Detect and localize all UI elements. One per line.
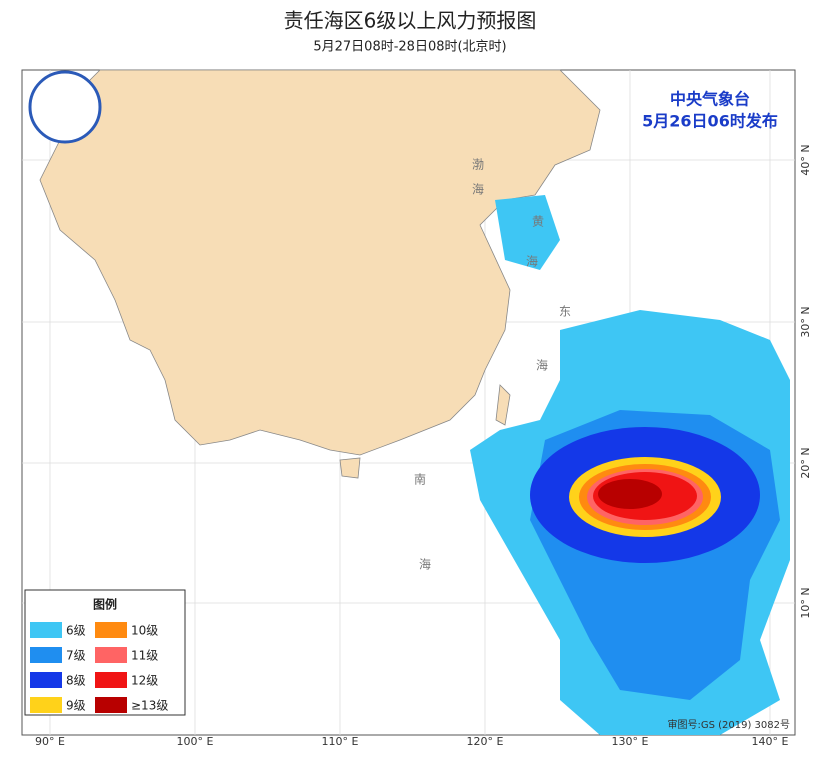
legend-label: 12级 (131, 674, 158, 688)
subtitle: 5月27日08时-28日08时(北京时) (313, 40, 506, 55)
legend-swatch (30, 672, 62, 688)
legend-label: 6级 (66, 624, 86, 638)
legend-swatch (95, 672, 127, 688)
legend-swatch (95, 622, 127, 638)
sea-label: 东 (559, 305, 571, 319)
longitude-label: 90° E (35, 735, 65, 748)
issuer-name: 中央气象台 (670, 90, 750, 109)
longitude-label: 110° E (322, 735, 359, 748)
longitude-label: 100° E (177, 735, 214, 748)
longitude-label: 120° E (467, 735, 504, 748)
latitude-label: 10° N (799, 587, 812, 618)
sea-label: 黄 (532, 215, 544, 229)
cma-logo (28, 70, 102, 144)
legend-label: 10级 (131, 624, 158, 638)
legend-swatch (30, 647, 62, 663)
taiwan (495, 384, 511, 426)
legend-label: 9级 (66, 699, 86, 713)
legend: 图例 6级 7级 8级 9级 10级 11级 12级 ≥13级 (24, 589, 186, 716)
china-land (39, 69, 601, 456)
legend-swatch (95, 697, 127, 713)
title: 责任海区6级以上风力预报图 (284, 9, 537, 33)
legend-title: 图例 (93, 597, 117, 612)
legend-label: ≥13级 (131, 699, 168, 713)
legend-label: 8级 (66, 674, 86, 688)
review-number: 审图号:GS (2019) 3082号 (667, 718, 790, 731)
legend-label: 11级 (131, 649, 158, 663)
sea-label: 海 (472, 182, 484, 197)
sea-label: 海 (419, 557, 431, 572)
sea-label: 渤 (472, 158, 484, 172)
longitude-label: 140° E (752, 735, 789, 748)
legend-swatch (95, 647, 127, 663)
issuer-time: 5月26日06时发布 (642, 112, 778, 131)
wind-zone (495, 195, 560, 270)
legend-label: 7级 (66, 649, 86, 663)
sea-label: 海 (536, 358, 548, 373)
sea-label: 海 (526, 254, 538, 269)
legend-swatch (30, 697, 62, 713)
wind-zone (598, 479, 662, 509)
longitude-label: 130° E (612, 735, 649, 748)
latitude-label: 40° N (799, 144, 812, 175)
hainan (339, 457, 361, 479)
latitude-label: 30° N (799, 306, 812, 337)
sea-label: 南 (414, 472, 426, 487)
legend-swatch (30, 622, 62, 638)
latitude-label: 20° N (799, 447, 812, 478)
wind-zones (470, 195, 790, 735)
